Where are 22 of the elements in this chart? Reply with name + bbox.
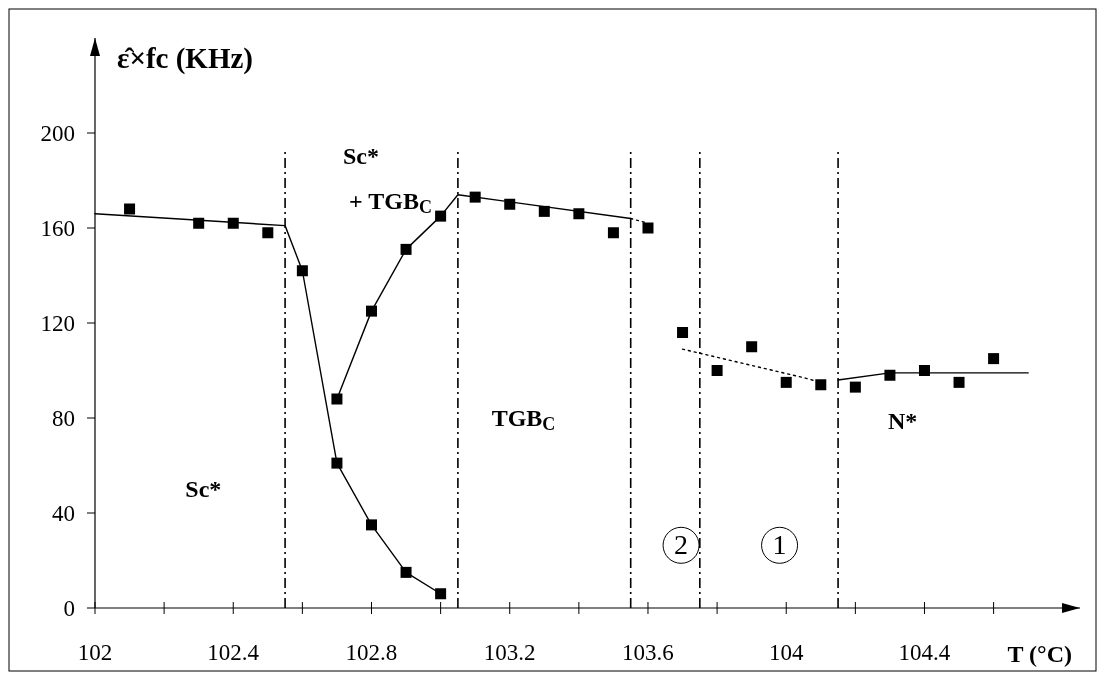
x-tick-label: 104	[768, 640, 804, 665]
x-axis-title: T (°C)	[1007, 641, 1072, 667]
annotation: 2	[674, 529, 689, 561]
y-tick-label: 80	[52, 406, 75, 431]
y-tick-label: 200	[40, 121, 75, 146]
x-tick-label: 103.6	[622, 640, 674, 665]
y-tick-label: 160	[40, 216, 75, 241]
annotation: 1	[772, 529, 787, 561]
annotation: Sc*	[342, 142, 379, 169]
annotation: N*	[888, 407, 918, 434]
y-axis-title: ε̂×fc (KHz)	[117, 42, 253, 75]
x-tick-label: 102.4	[207, 640, 260, 665]
annotation: + TGB$_{C}$	[349, 188, 432, 218]
annotation: Sc*	[185, 476, 222, 503]
x-tick-label: 104.4	[898, 640, 951, 665]
annotation: TGB$_{C}$	[491, 405, 556, 434]
x-tick-label: 102	[77, 640, 113, 665]
y-tick-label: 0	[63, 596, 75, 621]
x-tick-label: 102.8	[345, 640, 398, 665]
y-tick-label: 40	[52, 501, 75, 526]
x-tick-label: 103.2	[483, 640, 536, 665]
y-tick-label: 120	[40, 311, 75, 336]
